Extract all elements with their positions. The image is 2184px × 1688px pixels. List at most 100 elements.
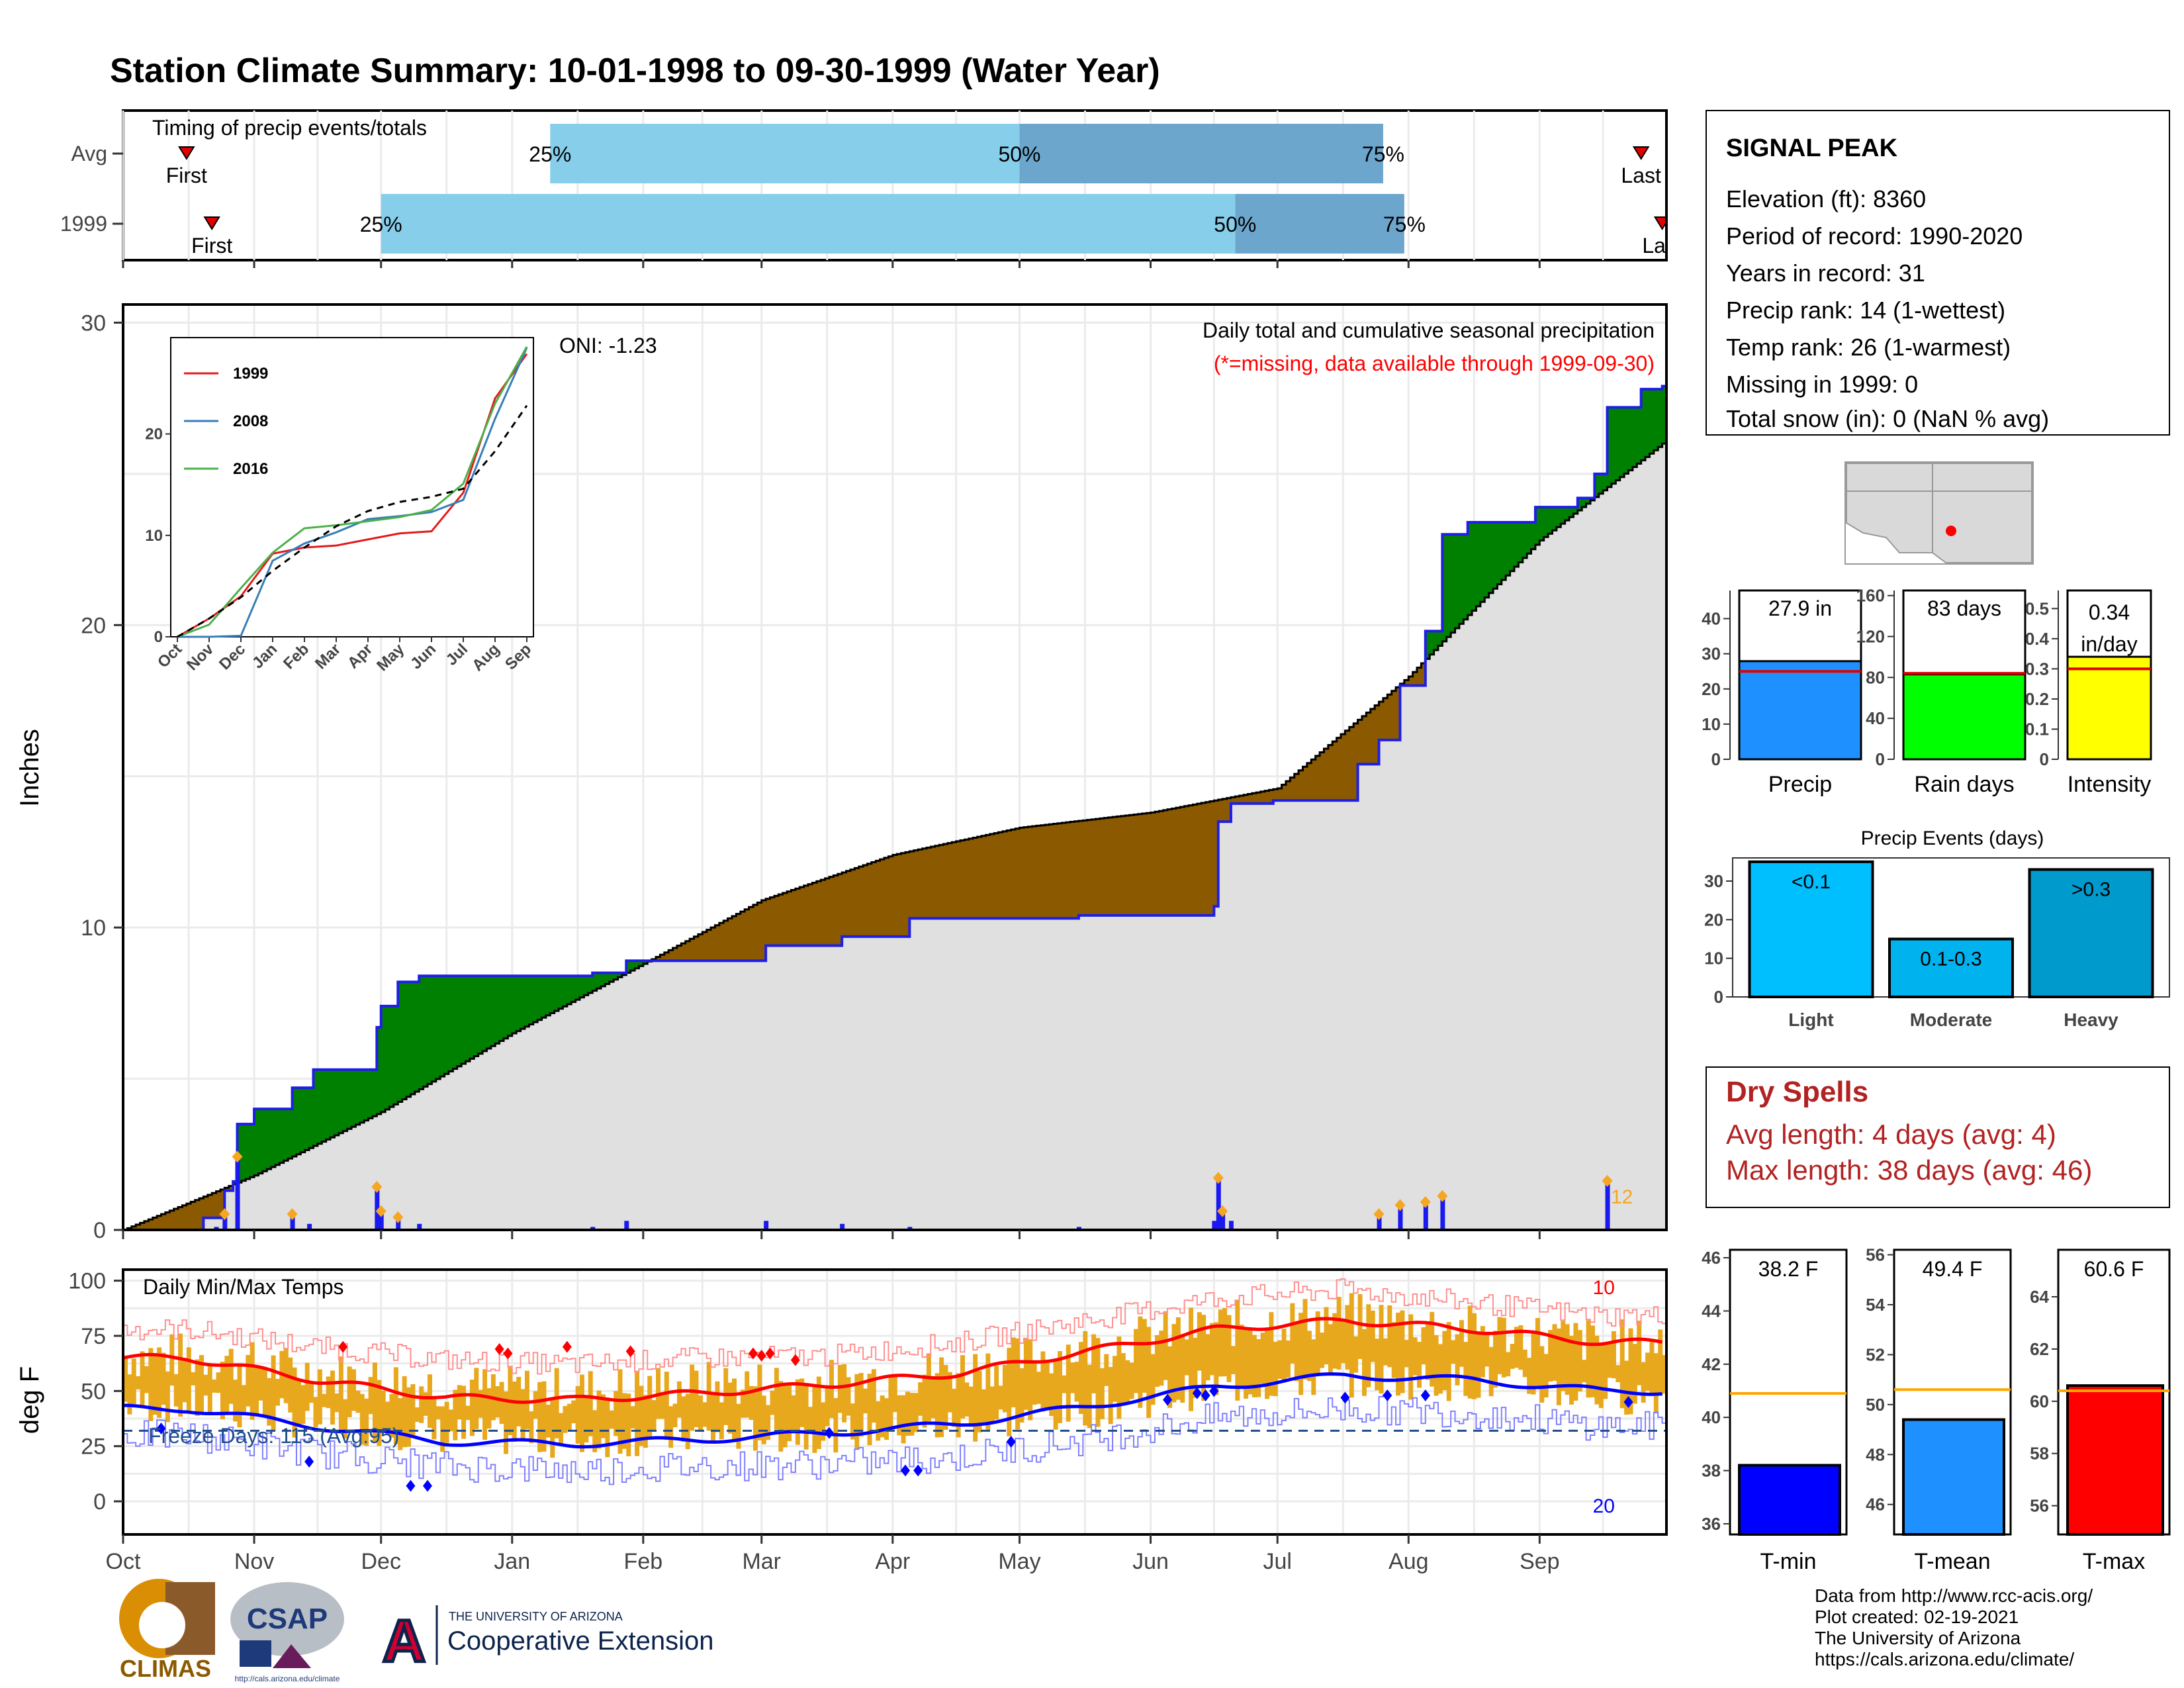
above-average-band bbox=[571, 976, 576, 1002]
daily-temp-range-bar bbox=[1594, 1335, 1600, 1405]
above-average-band bbox=[1548, 507, 1553, 534]
daily-temp-range-bar bbox=[529, 1411, 534, 1444]
below-average-band bbox=[186, 1203, 191, 1230]
below-average-band bbox=[1040, 825, 1046, 919]
daily-temp-range-bar bbox=[1437, 1344, 1443, 1394]
below-average-band bbox=[1180, 807, 1185, 915]
daily-temp-range-bar bbox=[977, 1370, 982, 1432]
daily-temp-range-bar bbox=[711, 1392, 716, 1442]
record-low-marker bbox=[913, 1464, 923, 1477]
daily-temp-range-bar bbox=[1586, 1320, 1591, 1398]
daily-temp-range-bar bbox=[1095, 1338, 1101, 1427]
below-average-band bbox=[1336, 737, 1342, 801]
below-average-band bbox=[791, 890, 796, 946]
below-average-band bbox=[1074, 821, 1079, 919]
station-frame bbox=[1706, 110, 2170, 436]
events-category-label: Moderate bbox=[1910, 1009, 1992, 1030]
below-average-band bbox=[1375, 705, 1380, 765]
below-average-band bbox=[1349, 727, 1354, 801]
daily-temp-range-bar bbox=[1306, 1331, 1312, 1382]
daily-temp-range-bar bbox=[1302, 1299, 1308, 1380]
below-average-band bbox=[761, 900, 766, 961]
daily-temp-range-bar bbox=[550, 1399, 555, 1458]
below-average-band bbox=[994, 833, 999, 919]
summary-y-tick-label: 0.3 bbox=[2025, 659, 2049, 679]
below-average-band bbox=[660, 955, 665, 961]
daily-temp-range-bar bbox=[1332, 1313, 1338, 1369]
daily-temp-range-bar bbox=[461, 1385, 467, 1439]
above-average-band bbox=[520, 976, 525, 1029]
above-average-band bbox=[326, 1069, 331, 1140]
station-missing: Missing in 1999: 0 bbox=[1726, 371, 1918, 398]
daily-temp-range-bar bbox=[1277, 1340, 1283, 1379]
daily-temp-range-bar bbox=[1235, 1299, 1240, 1401]
record-low-marker bbox=[1163, 1393, 1173, 1406]
daily-temp-range-bar bbox=[719, 1402, 724, 1440]
below-average-band bbox=[1324, 748, 1329, 801]
above-average-band bbox=[1463, 534, 1469, 620]
ua-small-text: THE UNIVERSITY OF ARIZONA bbox=[449, 1610, 623, 1623]
below-average-band bbox=[833, 875, 839, 946]
heavy-event-marker bbox=[1394, 1199, 1406, 1211]
daily-temp-range-bar bbox=[1315, 1311, 1320, 1374]
daily-temp-range-bar bbox=[1180, 1336, 1185, 1403]
daily-temp-range-bar bbox=[495, 1385, 500, 1418]
daily-temp-range-bar bbox=[148, 1348, 154, 1421]
daily-temp-range-bar bbox=[1607, 1344, 1612, 1378]
daily-temp-range-bar bbox=[203, 1374, 208, 1396]
daily-temp-range-bar bbox=[334, 1393, 340, 1413]
temp-bar-y-tick-label: 46 bbox=[1702, 1248, 1721, 1268]
above-average-band bbox=[1573, 507, 1578, 514]
x-axis-month-label: Sep bbox=[1520, 1549, 1560, 1574]
above-average-band bbox=[1645, 389, 1651, 457]
above-average-band bbox=[304, 1088, 310, 1150]
daily-temp-range-bar bbox=[1201, 1315, 1206, 1401]
precip-y-tick-label: 10 bbox=[81, 915, 106, 941]
daily-temp-range-bar bbox=[1273, 1341, 1278, 1397]
below-average-band bbox=[863, 865, 868, 937]
daily-temp-range-bar bbox=[1108, 1366, 1113, 1425]
below-average-band bbox=[1062, 823, 1067, 919]
daily-temp-range-bar bbox=[617, 1369, 623, 1454]
below-average-band bbox=[1244, 794, 1249, 804]
above-average-band bbox=[453, 976, 458, 1069]
below-average-band bbox=[1167, 809, 1173, 915]
daily-temp-range-bar bbox=[465, 1405, 471, 1421]
inset-series-line bbox=[177, 347, 528, 638]
temp-content bbox=[122, 1278, 1667, 1492]
avg-tmax-line bbox=[122, 1317, 1663, 1404]
daily-temp-range-bar bbox=[317, 1369, 322, 1425]
below-average-band bbox=[1053, 823, 1058, 919]
daily-temp-range-bar bbox=[676, 1381, 682, 1418]
below-average-band bbox=[905, 852, 910, 937]
daily-temp-range-bar bbox=[1222, 1308, 1228, 1377]
daily-temp-range-bar bbox=[1129, 1362, 1134, 1399]
daily-temp-range-bar bbox=[140, 1351, 145, 1408]
heavy-event-marker bbox=[1437, 1190, 1448, 1202]
above-average-band bbox=[1543, 507, 1549, 538]
daily-temp-range-bar bbox=[588, 1371, 593, 1436]
daily-temp-range-bar bbox=[1497, 1317, 1502, 1374]
daily-temp-range-bar bbox=[630, 1406, 635, 1429]
daily-temp-range-bar bbox=[1260, 1333, 1265, 1384]
below-average-band bbox=[165, 1212, 170, 1230]
above-average-band bbox=[1653, 389, 1659, 451]
daily-temp-range-bar bbox=[1113, 1356, 1118, 1402]
above-average-band bbox=[1433, 631, 1439, 651]
above-average-band bbox=[614, 972, 619, 980]
daily-temp-range-bar bbox=[1488, 1346, 1494, 1397]
daily-temp-range-bar bbox=[1624, 1360, 1629, 1415]
timing-bar-50-75 bbox=[1235, 194, 1404, 254]
below-average-band bbox=[952, 842, 957, 919]
daily-temp-range-bar bbox=[347, 1366, 352, 1417]
daily-temp-range-bar bbox=[1619, 1319, 1625, 1409]
precip-y-tick-label: 20 bbox=[81, 613, 106, 638]
temp-y-axis: 0 25 50 75 100 bbox=[68, 1269, 123, 1515]
timing-marker-50: 50% bbox=[1214, 212, 1256, 236]
daily-temp-range-bar bbox=[943, 1364, 948, 1430]
above-average-band bbox=[283, 1109, 289, 1161]
record-low-marker bbox=[900, 1464, 910, 1477]
above-average-band bbox=[313, 1069, 318, 1146]
daily-temp-range-bar bbox=[926, 1353, 931, 1421]
daily-temp-range-bar bbox=[1396, 1312, 1401, 1396]
